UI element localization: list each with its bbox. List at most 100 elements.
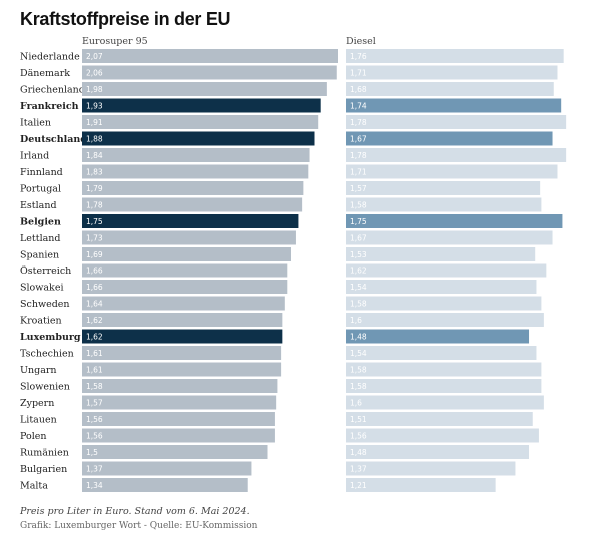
bar-eurosuper95 bbox=[82, 181, 304, 195]
value-label-diesel: 1,67 bbox=[350, 135, 367, 144]
country-label: Kroatien bbox=[20, 316, 62, 327]
bar-diesel bbox=[346, 65, 558, 80]
bar-diesel bbox=[346, 313, 544, 327]
bar-eurosuper95 bbox=[82, 197, 303, 212]
value-label-diesel: 1,37 bbox=[350, 465, 367, 474]
bar-diesel bbox=[346, 148, 567, 162]
value-label-eurosuper95: 1,56 bbox=[86, 415, 103, 424]
value-label-eurosuper95: 1,98 bbox=[86, 85, 103, 94]
country-label: Ungarn bbox=[20, 365, 57, 376]
bar-eurosuper95 bbox=[82, 329, 283, 344]
series-header-eurosuper95: Eurosuper 95 bbox=[82, 36, 148, 47]
bar-eurosuper95 bbox=[82, 395, 277, 410]
value-label-diesel: 1,76 bbox=[350, 52, 367, 61]
bar-eurosuper95 bbox=[82, 115, 319, 129]
value-label-diesel: 1,58 bbox=[350, 201, 367, 210]
bar-diesel bbox=[346, 263, 547, 278]
country-label: Luxemburg bbox=[20, 332, 81, 343]
bar-diesel bbox=[346, 164, 558, 179]
bar-diesel bbox=[346, 461, 516, 476]
value-label-diesel: 1,78 bbox=[350, 151, 367, 160]
bar-eurosuper95 bbox=[82, 49, 338, 63]
country-label: Litauen bbox=[20, 415, 57, 426]
value-label-eurosuper95: 1,37 bbox=[86, 465, 103, 474]
bar-eurosuper95 bbox=[82, 148, 310, 162]
bar-diesel bbox=[346, 280, 537, 294]
value-label-diesel: 1,58 bbox=[350, 300, 367, 309]
value-label-eurosuper95: 1,69 bbox=[86, 250, 103, 259]
bar-diesel bbox=[346, 197, 542, 212]
value-label-diesel: 1,6 bbox=[350, 316, 362, 325]
value-label-diesel: 1,58 bbox=[350, 382, 367, 391]
country-label: Belgien bbox=[20, 217, 61, 228]
bar-diesel bbox=[346, 428, 539, 443]
value-label-diesel: 1,48 bbox=[350, 448, 367, 457]
value-label-eurosuper95: 1,75 bbox=[86, 217, 103, 226]
value-label-eurosuper95: 1,61 bbox=[86, 366, 103, 375]
country-label: Irland bbox=[20, 151, 49, 162]
value-label-diesel: 1,57 bbox=[350, 184, 367, 193]
country-label: Portugal bbox=[20, 184, 61, 195]
value-label-diesel: 1,78 bbox=[350, 118, 367, 127]
bar-eurosuper95 bbox=[82, 82, 327, 96]
country-label: Österreich bbox=[20, 265, 71, 277]
bar-eurosuper95 bbox=[82, 346, 282, 360]
bar-eurosuper95 bbox=[82, 362, 282, 377]
value-label-diesel: 1,58 bbox=[350, 366, 367, 375]
value-label-eurosuper95: 1,93 bbox=[86, 102, 103, 111]
value-label-diesel: 1,53 bbox=[350, 250, 367, 259]
bar-diesel bbox=[346, 346, 537, 360]
value-label-eurosuper95: 1,66 bbox=[86, 267, 103, 276]
value-label-eurosuper95: 1,61 bbox=[86, 349, 103, 358]
value-label-eurosuper95: 1,62 bbox=[86, 316, 103, 325]
country-label: Tschechien bbox=[20, 349, 74, 360]
value-label-diesel: 1,71 bbox=[350, 69, 367, 78]
chart-source: Grafik: Luxemburger Wort - Quelle: EU-Ko… bbox=[20, 521, 258, 531]
value-label-diesel: 1,21 bbox=[350, 481, 367, 490]
value-label-eurosuper95: 1,66 bbox=[86, 283, 103, 292]
chart-title: Kraftstoffpreise in der EU bbox=[20, 9, 231, 29]
bar-diesel bbox=[346, 445, 530, 459]
bar-eurosuper95 bbox=[82, 313, 283, 327]
country-label: Deutschland bbox=[20, 134, 87, 145]
value-label-diesel: 1,68 bbox=[350, 85, 367, 94]
bar-diesel bbox=[346, 412, 533, 426]
bar-eurosuper95 bbox=[82, 65, 337, 80]
bar-eurosuper95 bbox=[82, 230, 296, 245]
value-label-eurosuper95: 1,79 bbox=[86, 184, 103, 193]
bar-diesel bbox=[346, 379, 542, 393]
bar-eurosuper95 bbox=[82, 428, 275, 443]
bar-eurosuper95 bbox=[82, 478, 248, 492]
value-label-eurosuper95: 1,56 bbox=[86, 432, 103, 441]
bar-eurosuper95 bbox=[82, 214, 299, 228]
value-label-diesel: 1,54 bbox=[350, 349, 367, 358]
value-label-diesel: 1,56 bbox=[350, 432, 367, 441]
bar-diesel bbox=[346, 82, 554, 96]
country-label: Zypern bbox=[20, 398, 54, 409]
value-label-diesel: 1,6 bbox=[350, 399, 362, 408]
country-label: Schweden bbox=[20, 299, 70, 310]
value-label-eurosuper95: 2,06 bbox=[86, 69, 103, 78]
value-label-diesel: 1,75 bbox=[350, 217, 367, 226]
value-label-eurosuper95: 1,83 bbox=[86, 168, 103, 177]
country-label: Niederlande bbox=[20, 52, 80, 63]
value-label-eurosuper95: 1,62 bbox=[86, 333, 103, 342]
country-label: Estland bbox=[20, 200, 57, 211]
value-label-eurosuper95: 1,78 bbox=[86, 201, 103, 210]
country-label: Italien bbox=[20, 118, 51, 129]
country-label: Bulgarien bbox=[20, 464, 67, 475]
bar-diesel bbox=[346, 296, 542, 311]
country-label: Griechenland bbox=[20, 85, 85, 96]
country-label: Polen bbox=[20, 431, 47, 442]
bar-diesel bbox=[346, 329, 530, 344]
value-label-eurosuper95: 1,34 bbox=[86, 481, 103, 490]
value-label-eurosuper95: 1,88 bbox=[86, 135, 103, 144]
bar-eurosuper95 bbox=[82, 131, 315, 146]
value-label-eurosuper95: 1,5 bbox=[86, 448, 98, 457]
country-label: Slowenien bbox=[20, 382, 70, 393]
country-label: Malta bbox=[20, 481, 48, 492]
value-label-eurosuper95: 1,64 bbox=[86, 300, 103, 309]
bar-diesel bbox=[346, 49, 564, 63]
bar-diesel bbox=[346, 181, 541, 195]
value-label-diesel: 1,74 bbox=[350, 102, 367, 111]
